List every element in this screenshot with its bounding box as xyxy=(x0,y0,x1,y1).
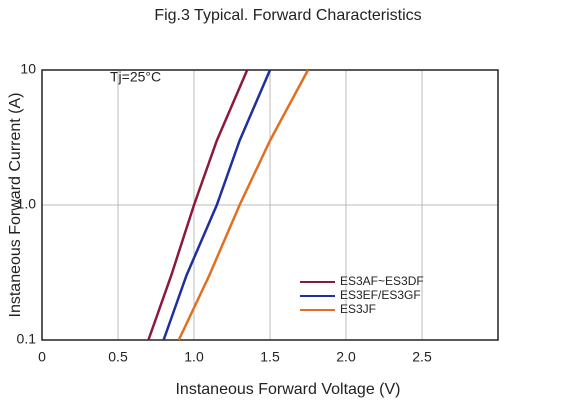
x-tick-label: 2.0 xyxy=(336,349,356,365)
y-axis-label: Instaneous Forward Current (A) xyxy=(7,93,24,318)
x-tick-label: 0 xyxy=(38,349,46,365)
y-tick-label: 1.0 xyxy=(17,196,37,212)
chart-title: Fig.3 Typical. Forward Characteristics xyxy=(154,7,421,24)
series-line xyxy=(177,69,310,341)
legend-label: ES3EF/ES3GF xyxy=(340,288,421,302)
x-tick-label: 2.5 xyxy=(412,349,432,365)
legend-label: ES3AF~ES3DF xyxy=(340,274,424,288)
x-tick-label: 1.5 xyxy=(260,349,280,365)
series-line xyxy=(147,69,249,341)
annotation: Tj=25°C xyxy=(110,69,161,85)
y-tick-label: 0.1 xyxy=(17,331,37,347)
legend-label: ES3JF xyxy=(340,302,376,316)
x-tick-label: 0.5 xyxy=(108,349,128,365)
series-line xyxy=(162,69,272,341)
y-tick-label: 10 xyxy=(20,61,36,77)
x-tick-label: 1.0 xyxy=(184,349,204,365)
x-axis-label: Instaneous Forward Voltage (V) xyxy=(175,381,400,398)
